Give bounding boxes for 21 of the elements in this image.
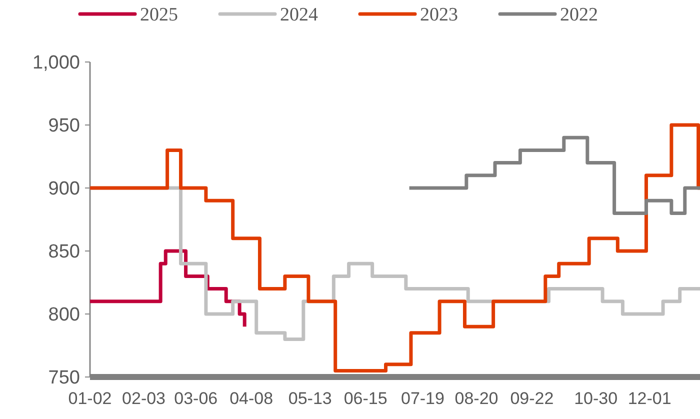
x-tick-label: 01-02: [68, 389, 112, 408]
x-tick-label: 06-15: [344, 389, 388, 408]
x-tick-label: 10-30: [574, 389, 618, 408]
y-tick-label: 800: [48, 304, 80, 326]
legend-label: 2023: [420, 4, 458, 26]
y-tick-label: 1,000: [32, 52, 80, 74]
y-tick-label: 750: [48, 368, 80, 389]
y-tick-label: 850: [48, 242, 80, 263]
y-tick-label: 900: [48, 178, 80, 200]
x-tick-label: 09-22: [510, 389, 554, 408]
x-tick-label: 04-08: [230, 389, 274, 408]
x-tick-label: 08-20: [454, 389, 498, 408]
legend-label: 2022: [560, 4, 598, 26]
x-tick-label: 07-19: [400, 389, 444, 408]
x-tick-label: 05-13: [288, 389, 332, 408]
legend-label: 2025: [140, 4, 178, 26]
x-tick-label: 02-03: [122, 389, 166, 408]
x-tick-label: 12-01: [628, 389, 672, 408]
x-tick-label: 03-06: [174, 389, 218, 408]
legend-label: 2024: [280, 4, 318, 26]
y-tick-label: 950: [48, 116, 80, 137]
